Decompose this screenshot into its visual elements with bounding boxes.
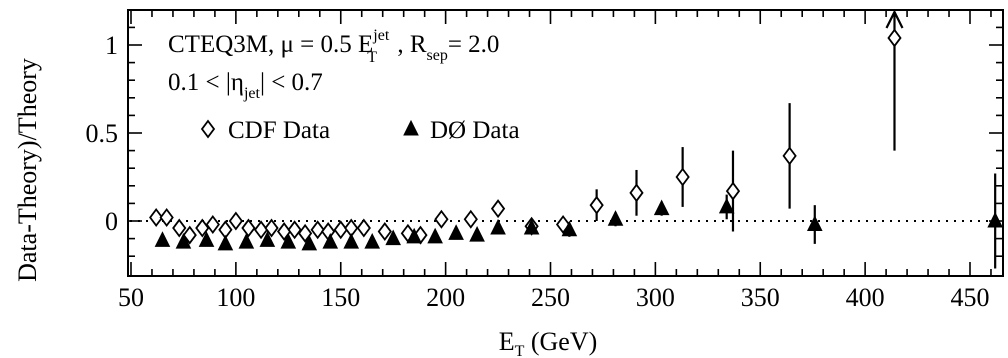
annot-rsep-val: = 2.0 (448, 31, 500, 58)
cdf-data-point (195, 218, 210, 238)
x-tick-label: 250 (531, 283, 570, 312)
cdf-data-point (725, 181, 741, 201)
cdf-data-point (310, 220, 325, 240)
d0-data-point (238, 233, 255, 249)
d0-data-point (806, 215, 823, 232)
cdf-data-point (589, 195, 604, 215)
cdf-data-point (182, 225, 197, 245)
annot-mu-sup: jet (372, 27, 390, 44)
x-tick-label: 450 (951, 283, 990, 312)
cdf-data-point (253, 220, 269, 240)
cdf-data-point (149, 207, 164, 227)
d0-data-point (343, 233, 360, 249)
legend-d0-label: DØ Data (430, 117, 520, 144)
d0-data-point (718, 197, 735, 214)
y-tick-label: 0 (105, 207, 118, 236)
cdf-data-point (675, 167, 690, 187)
d0-data-point (301, 234, 318, 251)
x-tick-label: 50 (118, 283, 144, 312)
cdf-data-point (321, 222, 336, 242)
legend-cdf-label: CDF Data (228, 117, 330, 144)
cdf-data-point (490, 199, 506, 219)
annot-eta-sub: jet (243, 85, 261, 102)
annot-eta-post: | < 0.7 (260, 69, 323, 96)
cdf-data-point (629, 183, 644, 203)
cdf-data-point (333, 220, 348, 240)
cdf-data-point (287, 220, 302, 240)
d0-data-point (217, 234, 234, 251)
cdf-data-point (205, 215, 220, 235)
x-tick-label: 350 (741, 283, 780, 312)
legend: CDF Data DØ Data (200, 117, 520, 144)
d0-data-point (607, 210, 624, 226)
x-axis-title-main: E (499, 327, 515, 356)
upper-limit-arrow (885, 9, 904, 29)
cdf-data-point (377, 222, 392, 242)
annotation-eta-range: 0.1 < |ηjet| < 0.7 (168, 69, 323, 102)
x-tick-label: 100 (216, 283, 255, 312)
d0-data-point (154, 231, 171, 247)
annot-rsep-sub: sep (427, 47, 448, 64)
y-axis-title: Data-Theory)/Theory (13, 58, 42, 282)
x-axis-title-sub: T (515, 343, 525, 358)
cdf-data-point (463, 209, 478, 229)
cdf-data-point (434, 209, 449, 229)
d0-data-point (561, 220, 578, 237)
x-axis-title: ET (GeV) (499, 327, 598, 358)
d0-data-point (280, 233, 297, 249)
d0-data-point (259, 231, 276, 247)
d0-data-point (198, 231, 215, 247)
x-tick-label: 400 (846, 283, 885, 312)
x-axis-title-rest: (GeV) (524, 327, 597, 356)
plot-frame (127, 9, 1004, 277)
d0-data-point (490, 218, 506, 235)
x-tick-label: 300 (636, 283, 675, 312)
cdf-data-point (159, 207, 174, 227)
d0-data-point (653, 199, 670, 216)
y-tick-label: 0.5 (86, 119, 119, 148)
cdf-data-point (356, 218, 371, 238)
legend-d0-marker (403, 119, 419, 136)
x-tick-label: 200 (426, 283, 465, 312)
cdf-data-point (887, 28, 902, 48)
annot-eta-pre: 0.1 < |η (168, 69, 244, 96)
d0-data-point (523, 218, 540, 235)
d0-data-point (175, 233, 192, 249)
d0-data-point (469, 225, 485, 242)
d0-data-point (987, 211, 1003, 228)
annot-rsep: , R (391, 31, 427, 58)
cdf-data-point (228, 211, 243, 231)
d0-data-point (364, 233, 381, 249)
x-tick-label: 150 (321, 283, 360, 312)
d0-data-point (448, 224, 464, 240)
annotation-pdf-scale: CTEQ3M, μ = 0.5 Ejet T , Rsep= 2.0 (168, 27, 499, 66)
cdf-data-point (241, 218, 256, 238)
legend-cdf-marker (200, 119, 216, 139)
d0-data-point (322, 233, 339, 249)
cdf-data-point (782, 146, 797, 166)
annot-mu: μ = 0.5 E (281, 31, 374, 58)
cdf-data-point (172, 218, 187, 238)
d0-data-point (427, 227, 443, 244)
d0-data-point (385, 229, 401, 246)
cdf-data-point (264, 218, 279, 238)
annot-pdf: CTEQ3M, (168, 31, 281, 58)
y-tick-label: 1 (105, 31, 118, 60)
d0-data-point (406, 227, 422, 244)
annot-mu-sub: T (367, 49, 377, 66)
plot-layer: 50 100 150 200 250 300 350 400 450 0 0.5 1 (86, 9, 1004, 312)
